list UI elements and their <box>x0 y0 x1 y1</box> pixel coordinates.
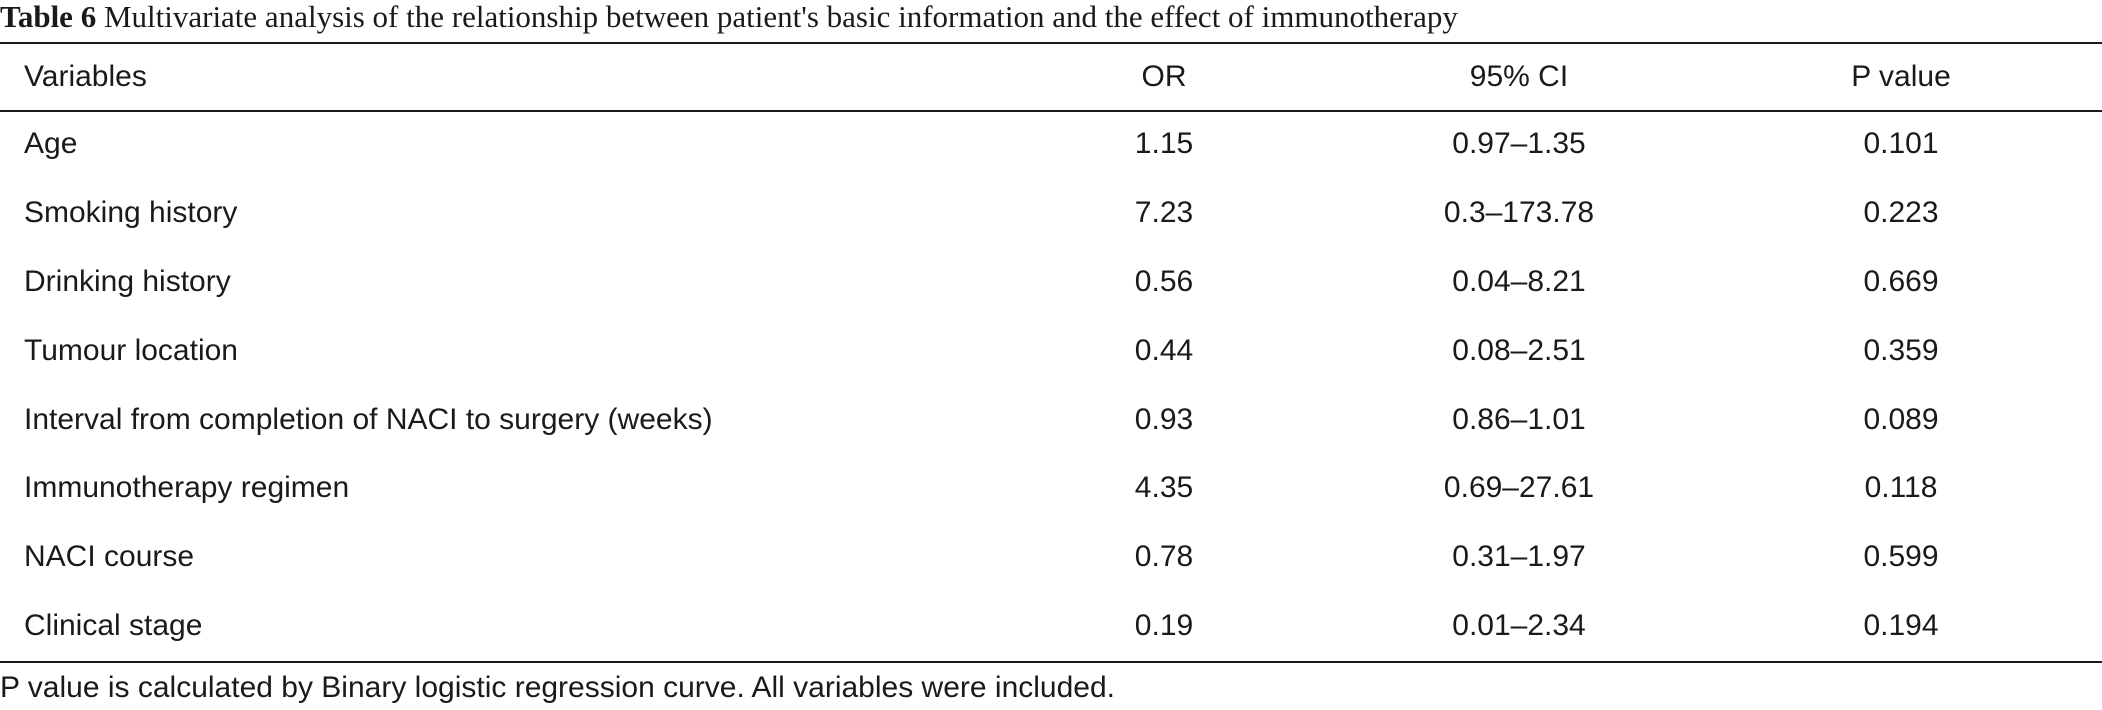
cell-variable: Immunotherapy regimen <box>24 471 350 505</box>
cell-p-value: 0.669 <box>1863 264 1939 298</box>
table-footnote: P value is calculated by Binary logistic… <box>0 671 1115 704</box>
cell-or: 4.35 <box>1134 471 1194 505</box>
cell-ci: 0.97–1.35 <box>1452 127 1586 161</box>
cell-ci: 0.08–2.51 <box>1452 333 1586 367</box>
cell-or: 0.93 <box>1134 402 1194 436</box>
table-top-rule <box>0 42 2102 44</box>
cell-variable: Smoking history <box>24 196 238 230</box>
table-header: Variables OR 95% CI P value <box>0 44 2102 110</box>
cell-ci: 0.04–8.21 <box>1452 264 1586 298</box>
table-row: NACI course 0.78 0.31–1.97 0.599 <box>0 523 2102 592</box>
table-row: Clinical stage 0.19 0.01–2.34 0.194 <box>0 592 2102 661</box>
cell-ci: 0.86–1.01 <box>1452 402 1586 436</box>
cell-p-value: 0.599 <box>1863 540 1939 574</box>
cell-or: 0.78 <box>1134 540 1194 574</box>
cell-variable: Interval from completion of NACI to surg… <box>24 402 713 436</box>
cell-variable: Drinking history <box>24 264 231 298</box>
cell-p-value: 0.118 <box>1864 471 1938 505</box>
cell-ci: 0.31–1.97 <box>1452 540 1586 574</box>
cell-variable: NACI course <box>24 540 195 574</box>
table-caption-text: Multivariate analysis of the relationshi… <box>103 0 1458 34</box>
table-caption-label: Table 6 <box>0 0 97 34</box>
table-bottom-rule <box>0 661 2102 663</box>
header-row: Variables OR 95% CI P value <box>0 44 2102 110</box>
cell-ci: 0.01–2.34 <box>1452 608 1586 642</box>
table-row: Tumour location 0.44 0.08–2.51 0.359 <box>0 316 2102 385</box>
header-or: OR <box>1141 60 1187 93</box>
header-p-value: P value <box>1851 60 1951 93</box>
cell-variable: Tumour location <box>24 333 238 367</box>
table-row: Drinking history 0.56 0.04–8.21 0.669 <box>0 248 2102 317</box>
header-bottom-rule <box>0 110 2102 112</box>
table-caption: Table 6 Multivariate analysis of the rel… <box>0 0 2102 40</box>
table-body: Age 1.15 0.97–1.35 0.101 Smoking history… <box>0 110 2102 660</box>
cell-or: 0.44 <box>1134 333 1194 367</box>
cell-ci: 0.69–27.61 <box>1443 471 1595 505</box>
cell-p-value: 0.089 <box>1863 402 1939 436</box>
cell-or: 1.15 <box>1134 127 1194 161</box>
cell-variable: Age <box>24 127 78 161</box>
table-row: Age 1.15 0.97–1.35 0.101 <box>0 110 2102 179</box>
cell-p-value: 0.359 <box>1863 333 1939 367</box>
cell-or: 0.19 <box>1134 608 1194 642</box>
header-ci: 95% CI <box>1469 60 1569 93</box>
cell-variable: Clinical stage <box>24 608 203 642</box>
cell-ci: 0.3–173.78 <box>1443 196 1595 230</box>
table-row: Interval from completion of NACI to surg… <box>0 385 2102 454</box>
table-row: Smoking history 7.23 0.3–173.78 0.223 <box>0 179 2102 248</box>
table-row: Immunotherapy regimen 4.35 0.69–27.61 0.… <box>0 454 2102 523</box>
cell-p-value: 0.223 <box>1863 196 1939 230</box>
header-variables: Variables <box>24 60 147 93</box>
cell-or: 0.56 <box>1134 264 1194 298</box>
cell-p-value: 0.194 <box>1863 608 1939 642</box>
results-table: Variables OR 95% CI P value Age 1.15 0.9… <box>0 44 2102 660</box>
cell-or: 7.23 <box>1134 196 1194 230</box>
cell-p-value: 0.101 <box>1863 127 1939 161</box>
